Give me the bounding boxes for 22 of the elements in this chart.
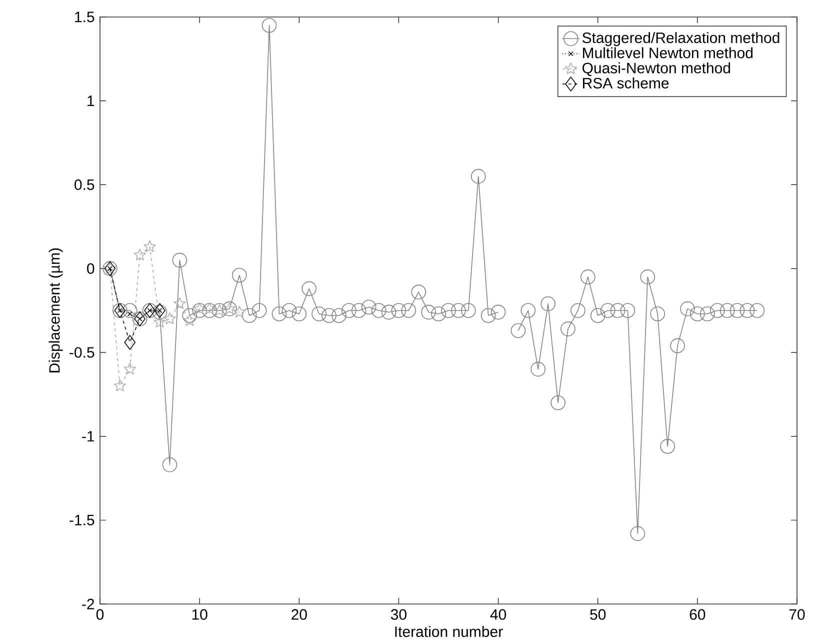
x-tick-label: 60	[690, 609, 706, 620]
y-tick-label: 1.5	[75, 12, 94, 22]
x-tick-label: 30	[390, 609, 406, 620]
x-tick-label: 70	[789, 609, 805, 620]
y-tick-label: 0	[87, 263, 94, 274]
y-tick-label: 0.5	[74, 179, 94, 190]
legend-label: RSA scheme	[583, 77, 669, 88]
y-tick-label: -0.5	[70, 347, 94, 358]
y-tick-label: 1	[88, 96, 94, 106]
x-tick-label: 20	[292, 609, 307, 620]
x-tick-label: 50	[590, 609, 606, 620]
legend-label: Quasi-Newton method	[582, 62, 730, 76]
x-tick-label: 40	[490, 609, 506, 620]
y-tick-label: -1.5	[70, 514, 94, 526]
y-tick-label: -2	[82, 598, 94, 610]
legend-label: Multilevel Newton method	[583, 47, 753, 58]
legend-label: Staggered/Relaxation method	[582, 32, 780, 46]
x-axis-title: Iteration number	[395, 626, 503, 638]
y-tick-label: -1	[82, 431, 94, 442]
y-axis-title: Displacement (µm)	[48, 248, 63, 372]
x-tick-label: 0	[96, 609, 104, 620]
x-tick-label: 10	[192, 609, 208, 620]
